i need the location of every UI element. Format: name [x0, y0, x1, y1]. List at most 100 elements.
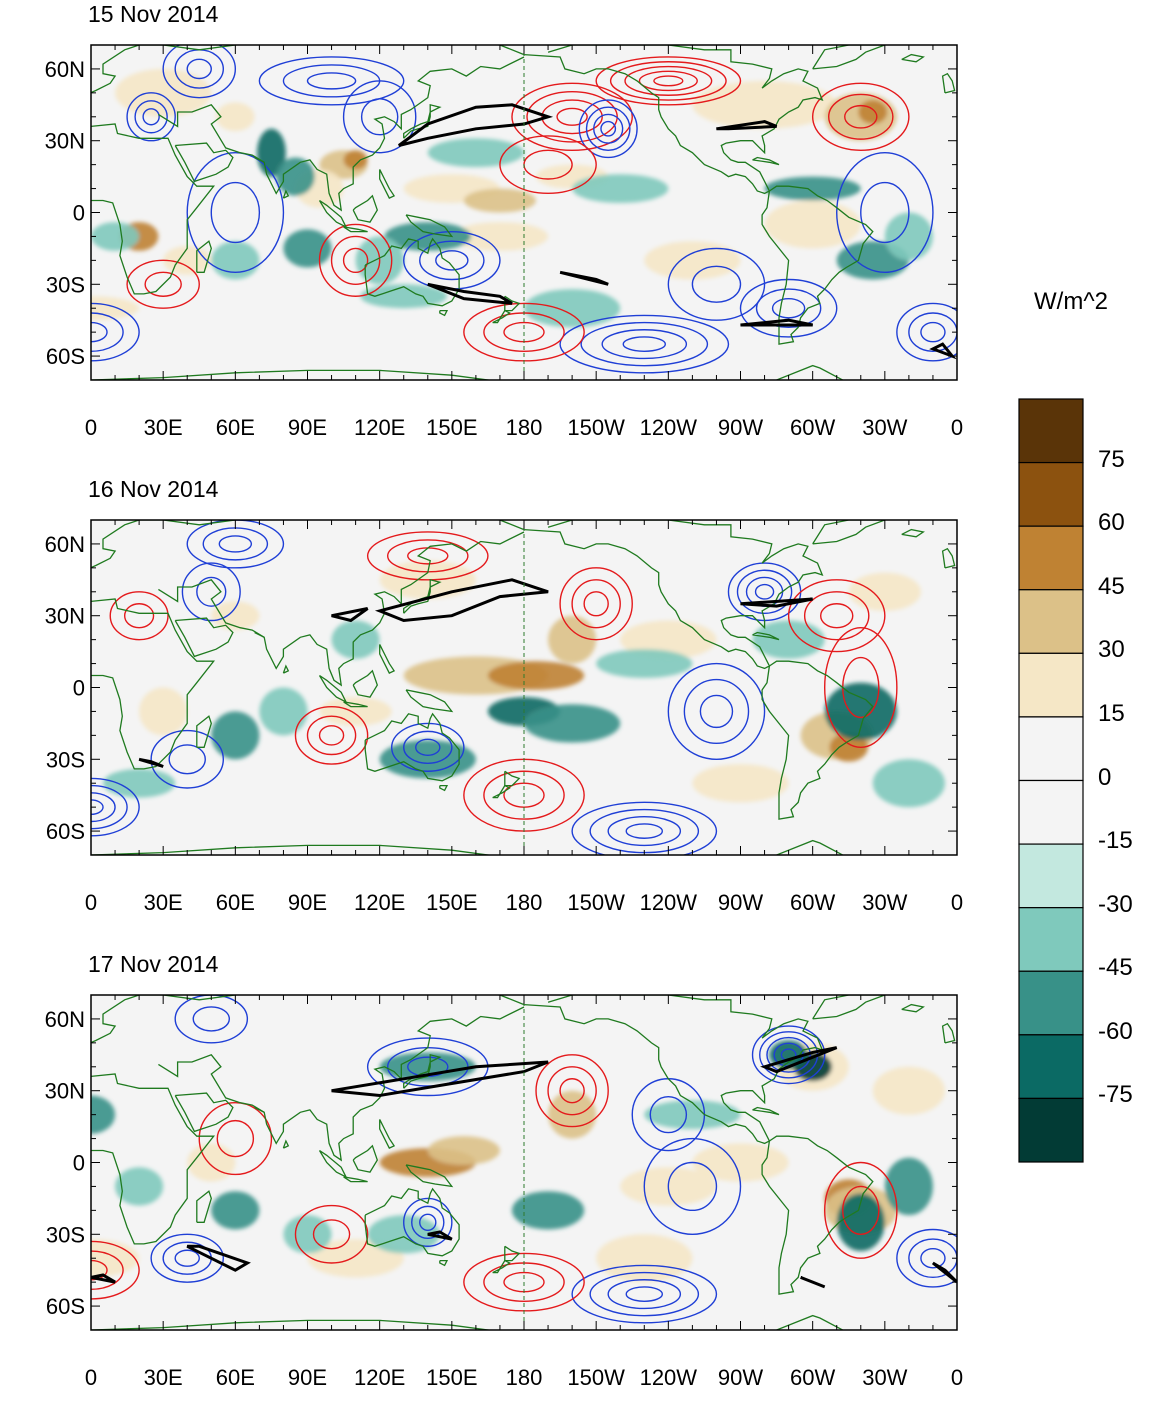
negative-contour [649, 1095, 688, 1134]
shade-cell [211, 601, 260, 631]
shade-cell [103, 768, 176, 798]
colorbar-tick-label: 75 [1098, 445, 1125, 473]
lon-tick-label: 30W [862, 890, 907, 915]
coastline [352, 194, 379, 223]
negative-contour [667, 662, 766, 760]
negative-contour [192, 1006, 231, 1032]
negative-contour [578, 99, 638, 159]
lon-tick-label: 150E [426, 415, 477, 440]
negative-contour [625, 1286, 664, 1302]
lon-tick-label: 90W [718, 890, 763, 915]
lon-tick-label: 0 [951, 890, 963, 915]
contour-layer [91, 45, 957, 374]
shade-cell [836, 1193, 885, 1252]
lat-tick-label: 30N [45, 604, 85, 629]
positive-contour [559, 1078, 585, 1104]
lon-tick-label: 60E [216, 415, 255, 440]
shade-cell [115, 1167, 164, 1206]
coastline [91, 598, 216, 770]
bold-contour [931, 1261, 957, 1284]
shade-cell [511, 1191, 585, 1230]
coastline-layer [91, 45, 957, 380]
coastline [158, 531, 525, 687]
lat-tick-label: 30N [45, 129, 85, 154]
lon-tick-label: 90E [288, 890, 327, 915]
panel-title: 17 Nov 2014 [88, 951, 219, 977]
shade-cell [692, 80, 837, 129]
lon-tick-label: 60E [216, 1365, 255, 1390]
shade-cell [858, 100, 888, 124]
lon-tick-label: 180 [506, 415, 543, 440]
negative-contour [607, 816, 682, 847]
lon-tick-label: 60W [790, 890, 835, 915]
positive-contour [624, 65, 713, 96]
shade-cell [91, 222, 140, 251]
coastline [196, 240, 212, 273]
negative-contour [91, 784, 128, 830]
map-plot: 60N 30N 0 30S 60S 0 30E 60E 90E 120E 150E 180 150W 12… [45, 519, 963, 915]
lon-tick-label: 0 [85, 890, 97, 915]
shade-cell [524, 289, 621, 328]
colorbar-swatch [1018, 589, 1084, 654]
negative-contour [860, 181, 910, 244]
coastline [352, 669, 379, 698]
coastline [405, 214, 454, 238]
colorbar-swatch [1018, 970, 1084, 1036]
lat-tick-label: 60S [46, 344, 85, 369]
negative-contour [91, 302, 140, 362]
negative-contour [196, 576, 227, 607]
positive-contour [559, 567, 633, 641]
map-plot: 60N 30N 0 30S 60S 0 30E 60E 90E 120E 150E 180 150W 12… [45, 44, 963, 440]
colorbar-swatch [1018, 652, 1084, 718]
positive-contour [638, 70, 698, 92]
panel-title: 16 Nov 2014 [88, 476, 219, 502]
coastline [941, 1022, 956, 1044]
lon-tick-label: 90W [718, 1365, 763, 1390]
shade-cell [319, 697, 392, 726]
bold-contour-layer [398, 103, 957, 360]
shade-cell [572, 174, 669, 203]
lon-tick-label: 30E [144, 890, 183, 915]
negative-contour [218, 535, 253, 553]
coastline [379, 169, 396, 199]
bold-contour [427, 282, 513, 305]
negative-contour [403, 730, 453, 764]
shade-cell [872, 759, 945, 808]
lat-tick-label: 0 [73, 676, 85, 701]
colorbar-tick-label: -45 [1098, 954, 1133, 982]
positive-contour [483, 770, 565, 820]
panel-title: 15 Nov 2014 [88, 1, 219, 27]
coastline [174, 1092, 234, 1133]
shade-cell [91, 1095, 116, 1134]
coastline [901, 1003, 925, 1013]
bold-contour [91, 1273, 116, 1284]
negative-contour [411, 1205, 445, 1239]
coastline [379, 1119, 396, 1149]
coastline [941, 72, 956, 94]
negative-contour [174, 995, 249, 1044]
bold-contour-layer [138, 578, 813, 768]
negative-contour [683, 678, 750, 745]
colorbar [1018, 398, 1084, 1163]
negative-contour [403, 1197, 453, 1247]
coastline [504, 1245, 521, 1262]
shade-cell [283, 1215, 332, 1254]
negative-contour [571, 801, 718, 855]
shade-cell [692, 764, 789, 803]
coastline [254, 631, 265, 638]
map-panel-3: 17 Nov 2014 60N 30N 0 30S 60S 0 30E 60E 90E 120E 1… [0, 950, 1000, 1420]
positive-contour [366, 531, 489, 581]
colorbar-swatch [1018, 843, 1084, 909]
positive-contour [803, 591, 870, 641]
coastline [405, 1164, 454, 1188]
colorbar-tick-label: -15 [1098, 827, 1133, 855]
positive-contour [144, 271, 182, 297]
shade-cell [187, 1143, 236, 1182]
positive-contour [583, 591, 609, 617]
coastline [196, 1190, 212, 1223]
negative-contour [754, 583, 775, 600]
positive-contour [823, 1161, 898, 1259]
positive-contour [109, 591, 169, 641]
bold-contour [398, 103, 554, 147]
positive-contour [294, 1204, 369, 1264]
